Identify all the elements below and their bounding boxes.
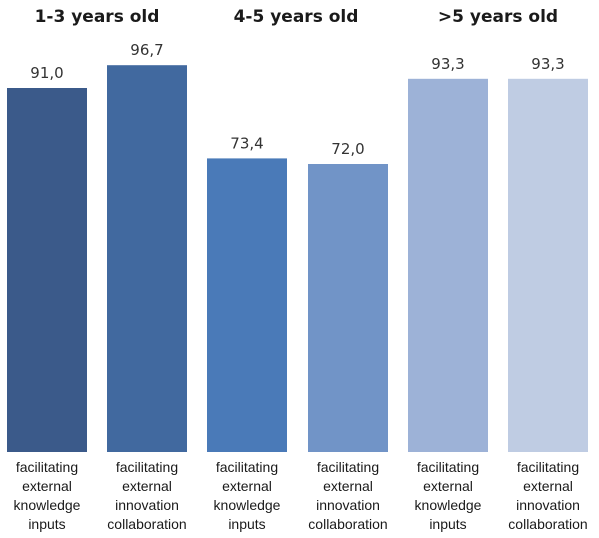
value-label-6: 93,3 <box>531 55 564 73</box>
value-label-3: 73,4 <box>230 134 263 152</box>
category-label-6: facilitating external innovation collaborat… <box>508 459 587 532</box>
value-label-2: 96,7 <box>130 41 163 59</box>
bar-6 <box>508 78 588 453</box>
category-label-line: knowledge <box>214 497 281 513</box>
group-title-4-5-years: 4-5 years old <box>234 7 359 27</box>
category-label-line: external <box>122 478 172 494</box>
category-label-line: collaboration <box>308 516 387 532</box>
bar-2 <box>107 65 187 452</box>
bar-3 <box>207 158 287 452</box>
group-title-over-5-years: >5 years old <box>438 7 558 27</box>
category-label-2: facilitating external innovation collaborat… <box>107 459 186 532</box>
category-label-line: external <box>22 478 72 494</box>
category-label-line: facilitating <box>417 459 479 475</box>
category-label-line: inputs <box>28 516 65 532</box>
category-label-line: facilitating <box>16 459 78 475</box>
category-label-line: collaboration <box>107 516 186 532</box>
category-label-line: collaboration <box>508 516 587 532</box>
category-label-line: knowledge <box>415 497 482 513</box>
bar-1 <box>7 88 87 452</box>
category-label-line: inputs <box>429 516 466 532</box>
category-label-3: facilitating external knowledge inputs <box>214 459 281 532</box>
bar-5 <box>408 78 488 453</box>
category-label-4: facilitating external innovation collaborat… <box>308 459 387 532</box>
category-label-line: external <box>222 478 272 494</box>
group-title-1-3-years: 1-3 years old <box>35 7 160 27</box>
category-label-line: facilitating <box>116 459 178 475</box>
category-label-line: innovation <box>115 497 179 513</box>
category-label-line: facilitating <box>517 459 579 475</box>
category-label-line: facilitating <box>216 459 278 475</box>
category-label-line: external <box>523 478 573 494</box>
category-label-line: knowledge <box>14 497 81 513</box>
value-label-1: 91,0 <box>30 64 63 82</box>
group-titles: 1-3 years old 4-5 years old >5 years old <box>35 7 558 27</box>
bar-4 <box>308 164 388 452</box>
value-labels: 91,0 96,7 73,4 72,0 93,3 93,3 <box>30 41 564 158</box>
value-label-5: 93,3 <box>431 55 464 73</box>
category-label-line: innovation <box>316 497 380 513</box>
category-label-5: facilitating external knowledge inputs <box>415 459 482 532</box>
category-labels: facilitating external knowledge inputsfacil… <box>14 459 588 532</box>
category-label-line: external <box>323 478 373 494</box>
bars <box>7 65 588 453</box>
value-label-4: 72,0 <box>331 140 364 158</box>
category-label-1: facilitating external knowledge inputs <box>14 459 81 532</box>
category-label-line: inputs <box>228 516 265 532</box>
category-label-line: external <box>423 478 473 494</box>
category-label-line: innovation <box>516 497 580 513</box>
category-label-line: facilitating <box>317 459 379 475</box>
